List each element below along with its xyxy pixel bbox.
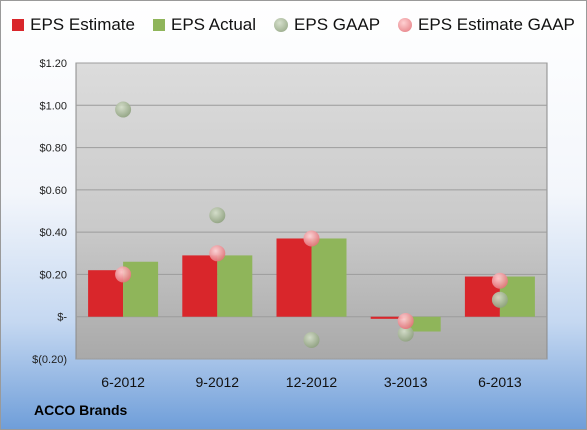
eps-estimate-gaap-point bbox=[115, 266, 132, 283]
y-tick-label: $0.60 bbox=[39, 185, 67, 197]
x-tick-label: 12-2012 bbox=[286, 374, 338, 390]
legend-label-eps-gaap: EPS GAAP bbox=[294, 15, 381, 34]
legend-label-eps-estimate-gaap: EPS Estimate GAAP bbox=[418, 15, 575, 34]
eps-gaap-point bbox=[209, 207, 226, 224]
eps-gaap-point bbox=[397, 325, 414, 342]
x-tick-label: 6-2012 bbox=[101, 374, 145, 390]
y-tick-label: $0.40 bbox=[39, 227, 67, 239]
eps-estimate-bar bbox=[370, 316, 406, 319]
y-tick-label: $- bbox=[57, 312, 67, 324]
legend-item-eps-estimate: EPS Estimate bbox=[12, 15, 135, 35]
legend-swatch-eps-estimate-gaap bbox=[398, 18, 413, 32]
legend-item-eps-estimate-gaap: EPS Estimate GAAP bbox=[398, 15, 575, 35]
eps-estimate-gaap-point bbox=[303, 230, 320, 247]
x-tick-label: 6-2013 bbox=[478, 374, 522, 390]
y-tick-label: $1.00 bbox=[39, 100, 67, 112]
legend-item-eps-gaap: EPS GAAP bbox=[274, 15, 380, 35]
y-tick-label: $(0.20) bbox=[32, 354, 67, 366]
legend-item-eps-actual: EPS Actual bbox=[152, 15, 257, 35]
legend-label-eps-estimate: EPS Estimate bbox=[30, 15, 135, 34]
legend-label-eps-actual: EPS Actual bbox=[170, 15, 257, 34]
eps-estimate-bar bbox=[182, 255, 218, 317]
eps-estimate-gaap-point bbox=[491, 272, 508, 289]
y-tick-label: $0.20 bbox=[39, 269, 67, 281]
eps-actual-bar bbox=[217, 255, 253, 317]
legend-swatch-eps-actual bbox=[152, 19, 165, 31]
eps-estimate-bar bbox=[276, 238, 312, 317]
y-tick-label: $0.80 bbox=[39, 143, 67, 155]
eps-gaap-point bbox=[491, 291, 508, 308]
brand-label: ACCO Brands bbox=[34, 402, 128, 418]
eps-gaap-point bbox=[303, 331, 320, 348]
eps-gaap-point bbox=[115, 101, 132, 118]
eps-actual-bar bbox=[311, 238, 347, 317]
eps-estimate-gaap-point bbox=[209, 245, 226, 262]
x-tick-label: 3-2013 bbox=[384, 374, 428, 390]
eps-actual-bar bbox=[405, 316, 441, 332]
eps-estimate-gaap-point bbox=[397, 312, 414, 329]
legend-swatch-eps-gaap bbox=[274, 18, 289, 32]
legend: EPS Estimate EPS Actual EPS GAAP EPS Est… bbox=[1, 15, 586, 35]
x-tick-label: 9-2012 bbox=[196, 374, 240, 390]
y-tick-label: $1.20 bbox=[39, 58, 67, 70]
legend-swatch-eps-estimate bbox=[12, 19, 25, 31]
